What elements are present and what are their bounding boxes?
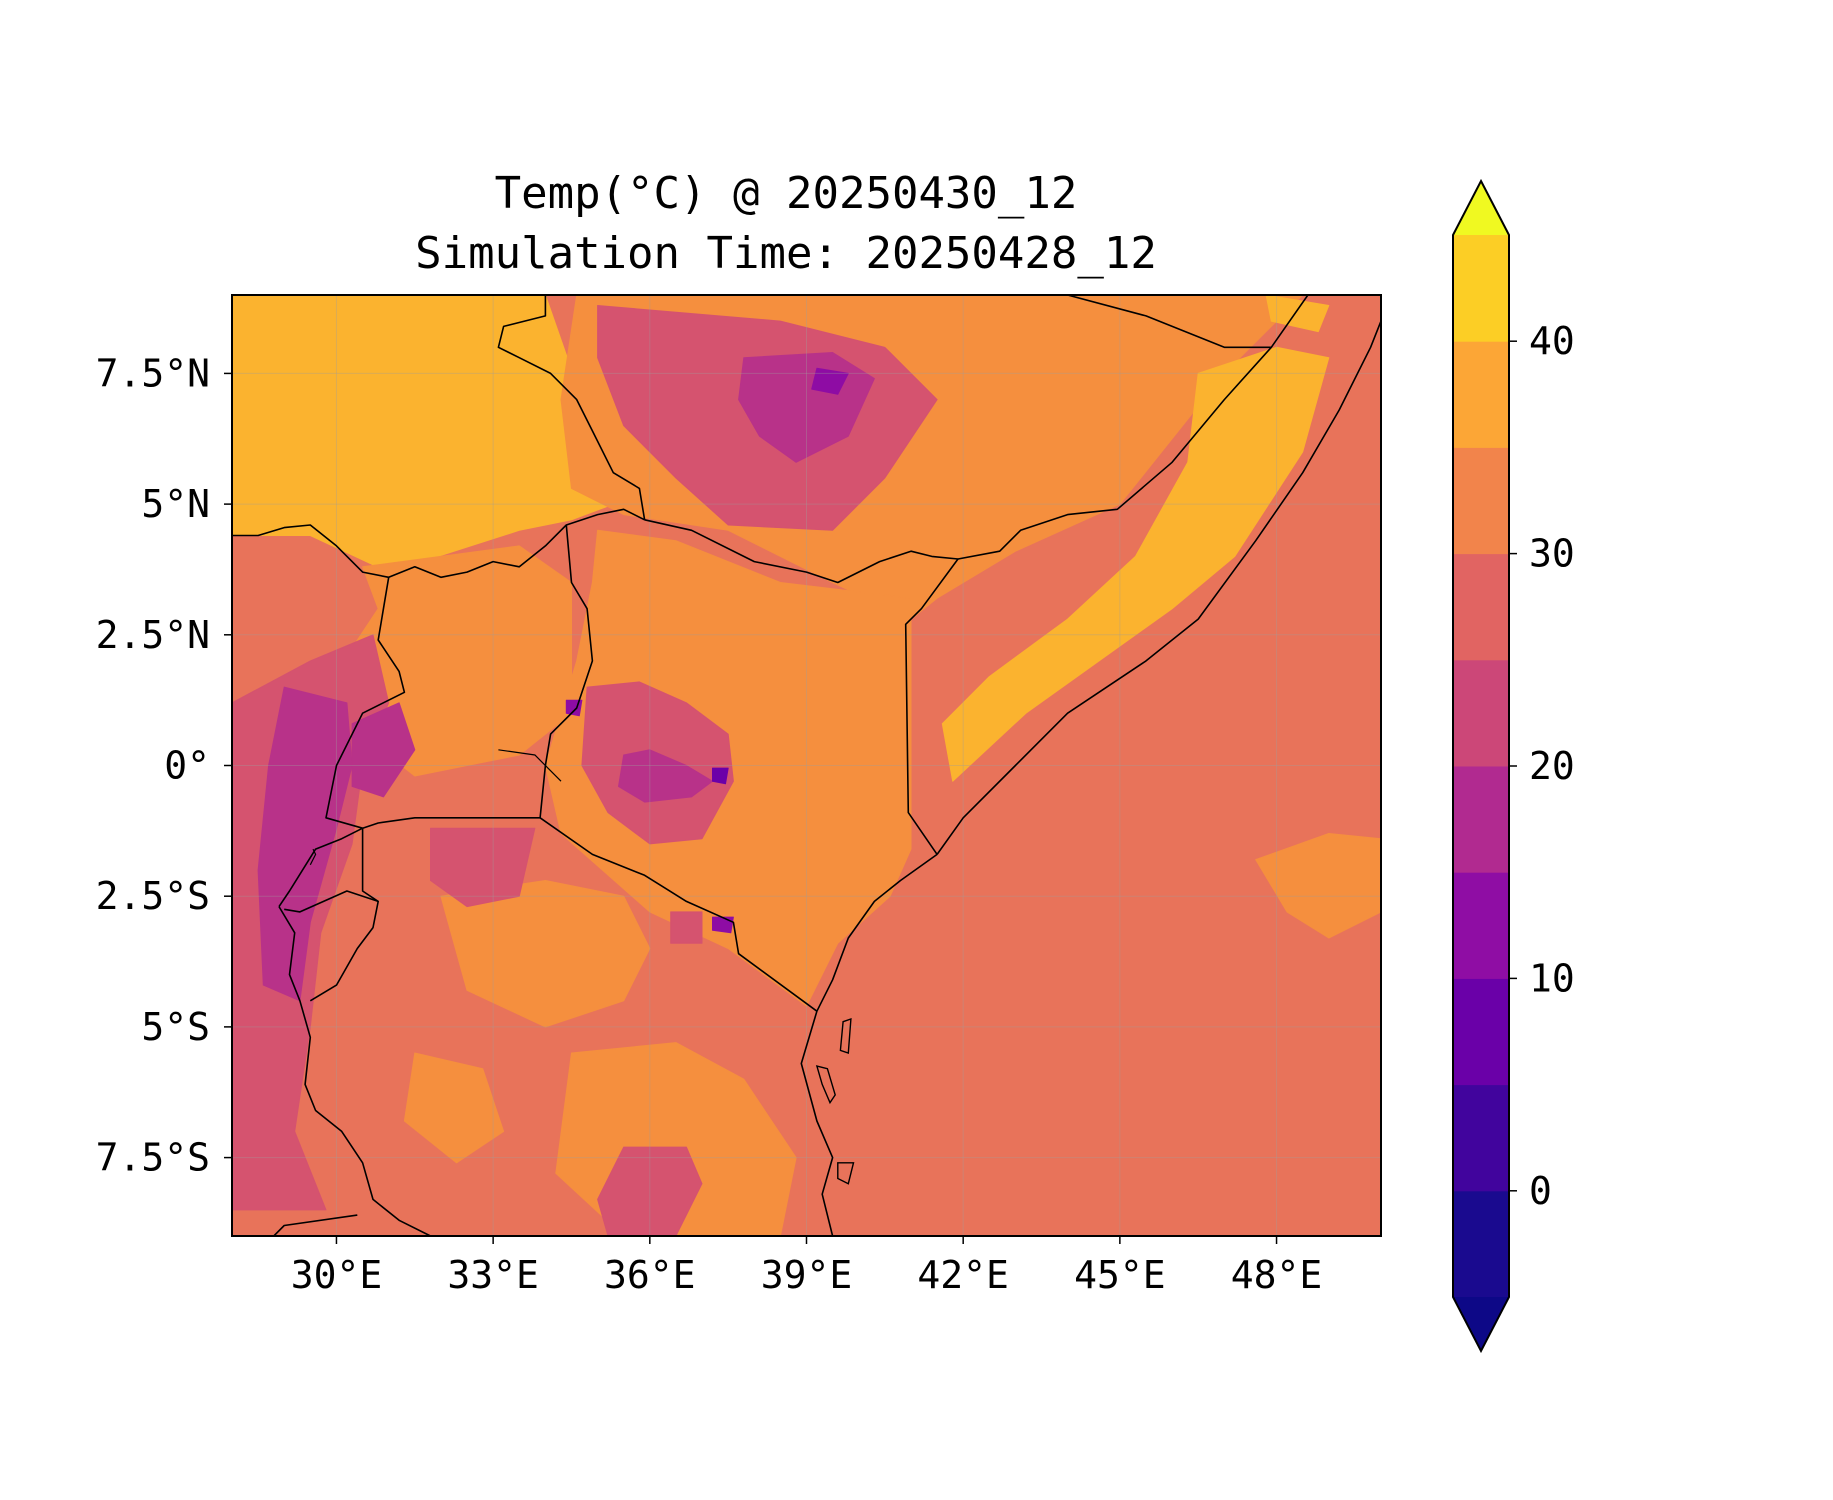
colorbar-band: [1453, 978, 1509, 1086]
border-line: [539, 817, 818, 1012]
border-line: [644, 519, 959, 584]
colorbar-tick-label: 40: [1529, 319, 1575, 363]
mt-kenya: [712, 767, 729, 785]
x-tick-label: 48°E: [1231, 1253, 1323, 1297]
border-line: [284, 890, 379, 913]
border-line: [904, 558, 959, 855]
colorbar-band: [1453, 659, 1509, 767]
y-tick-label: 0°: [164, 744, 210, 788]
mt-elgon: [565, 699, 583, 717]
tanzania-south-highlands: [597, 1146, 703, 1236]
colorbar-tick-label: 30: [1529, 532, 1575, 576]
figure-title-line1: Temp(°C) @ 20250430_12: [495, 168, 1078, 219]
colorbar-tick-label: 10: [1529, 956, 1575, 1000]
y-tick-label: 7.5°N: [96, 351, 210, 395]
x-tick-label: 36°E: [604, 1253, 696, 1297]
kenya-highlands-cool: [618, 749, 713, 803]
colorbar-band: [1453, 1084, 1509, 1192]
border-line: [309, 828, 380, 1002]
x-tick-label: 39°E: [761, 1253, 853, 1297]
border-line: [278, 827, 363, 908]
border-line: [278, 906, 431, 1236]
x-tick-label: 45°E: [1074, 1253, 1166, 1297]
colorbar-under-arrow: [1453, 1297, 1509, 1351]
border-line: [1067, 295, 1272, 349]
y-tick-label: 7.5°S: [96, 1136, 210, 1180]
pemba-island: [839, 1017, 852, 1054]
border-line: [936, 320, 1381, 855]
x-tick-label: 30°E: [291, 1253, 383, 1297]
ethiopia-highlands-coldest: [811, 367, 849, 395]
lake-victoria-region: [430, 827, 536, 908]
border-line: [497, 295, 646, 520]
colorbar-tick-label: 0: [1529, 1169, 1552, 1213]
y-tick-label: 5°N: [141, 482, 210, 526]
tanzania-warm-north: [440, 880, 651, 1028]
border-line: [232, 508, 645, 579]
colorbar: 0 10 20 30 40: [1452, 178, 1575, 1354]
border-line: [325, 577, 406, 829]
lake-shore: [498, 749, 562, 782]
y-tick-label: 2.5°S: [96, 874, 210, 918]
colorbar-band: [1453, 553, 1509, 661]
x-tick-label: 42°E: [917, 1253, 1009, 1297]
tanzania-warm-west: [403, 1052, 505, 1164]
border-line: [957, 295, 1309, 560]
somalia-hot: [941, 346, 1330, 782]
colorbar-band: [1453, 872, 1509, 979]
colorbar-tick-label: 20: [1529, 744, 1575, 788]
colorbar-over-arrow: [1453, 181, 1509, 235]
colorbar-band: [1453, 341, 1509, 448]
temperature-fill-layer: [232, 295, 1381, 1236]
border-line: [273, 1214, 358, 1236]
latitude-ticks: 7.5°N 5°N 2.5°N 0° 2.5°S 5°S 7.5°S: [96, 351, 232, 1180]
indian-ocean-warm: [1255, 833, 1381, 939]
mafia-island: [837, 1162, 855, 1185]
border-line: [539, 524, 594, 818]
longitude-ticks: 30°E 33°E 36°E 39°E 42°E 45°E 48°E: [291, 1236, 1323, 1297]
border-line: [362, 816, 541, 829]
sudan-hot-region: [232, 295, 614, 573]
kilimanjaro: [712, 916, 734, 934]
lake-shore: [309, 848, 317, 866]
meru-region: [670, 911, 703, 944]
figure-title-line2: Simulation Time: 20250428_12: [415, 228, 1157, 279]
y-tick-label: 5°S: [141, 1005, 210, 1049]
y-tick-label: 2.5°N: [96, 613, 210, 657]
colorbar-outline: [1452, 178, 1510, 1354]
colorbar-band: [1453, 447, 1509, 555]
rwanda-burundi-cool: [257, 686, 353, 1002]
zanzibar-island: [815, 1065, 836, 1105]
x-tick-label: 33°E: [447, 1253, 539, 1297]
map-panel: 30°E 33°E 36°E 39°E 42°E 45°E 48°E 7.5°N 5°N 2.5…: [96, 294, 1382, 1297]
colorbar-band: [1453, 235, 1509, 342]
colorbar-band: [1453, 1190, 1509, 1298]
somalia-hot-north: [1265, 295, 1330, 333]
colorbar-band: [1453, 766, 1509, 873]
uganda-west-cool: [351, 702, 416, 798]
country-borders: [232, 295, 1381, 1236]
